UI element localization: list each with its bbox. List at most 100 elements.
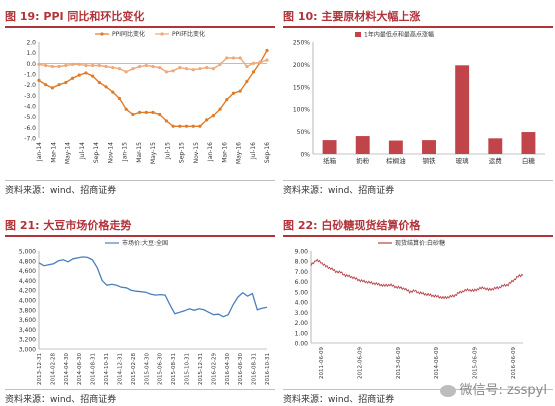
y-tick-label: 3,200 <box>19 337 36 344</box>
source-note: 资料来源：wind、招商证券 <box>283 389 553 405</box>
data-point <box>184 67 189 71</box>
sugar-chart: 9.00 8.00 7.00 6.00 5.00 4.00 3.00 2.00 1.00 0.00… <box>295 239 524 379</box>
y-tick-label: 4,800 <box>19 258 36 265</box>
x-tick-label: Nov-15 <box>193 142 200 164</box>
data-point <box>245 64 249 69</box>
x-tick-label: 棕榈油 <box>386 156 406 165</box>
x-tick-label: Jul-14 <box>79 142 86 160</box>
data-point <box>218 62 222 66</box>
watermark: 微信号: zsspyl <box>439 379 547 398</box>
x-tick-label: Jan-16 <box>207 142 214 162</box>
y-tick-label: 3,600 <box>19 317 36 324</box>
data-point <box>137 110 142 114</box>
x-tick-label: Mar-14 <box>50 142 57 163</box>
y-tick-label: 9.00 <box>295 249 309 256</box>
x-tick-label: Sep-14 <box>93 142 100 163</box>
legend-label: 1年内最低点和最高点涨幅 <box>364 31 434 39</box>
x-tick-label: 运费 <box>489 156 503 165</box>
legend-swatch <box>355 32 361 37</box>
data-point <box>77 73 81 77</box>
data-point <box>117 67 122 71</box>
x-tick-label: Jan-14 <box>36 142 43 162</box>
ppi-chart: 2.0 1.0 0.0 -1.0 -2.0 -3.0 -4.0 -5.0 -6.0 -7.0 PPI… <box>24 30 271 164</box>
chart-title: 白砂糖现货结算价格 <box>321 219 421 232</box>
y-tick-label: 4.00 <box>295 300 309 307</box>
x-tick-label: 2014-02-28 <box>50 353 56 385</box>
series-line <box>38 256 268 318</box>
data-point <box>191 124 195 128</box>
watermark-text: 微信号: zsspyl <box>459 383 547 398</box>
chart-title: 大豆市场价格走势 <box>43 219 132 232</box>
data-point <box>164 119 169 123</box>
data-point <box>251 70 256 74</box>
data-point <box>171 69 175 73</box>
source-note: 资料来源：wind、招商证券 <box>5 180 275 196</box>
y-tick-label: 3,400 <box>19 327 36 334</box>
data-point <box>158 66 162 70</box>
bar <box>355 136 370 154</box>
data-point <box>265 48 269 53</box>
y-tick-label: 4,400 <box>19 278 36 285</box>
y-tick-label: 7.00 <box>295 269 309 276</box>
x-tick-label: Nov-14 <box>107 142 114 164</box>
x-tick-label: 2016-08-31 <box>252 353 258 385</box>
data-point <box>144 110 148 114</box>
data-point <box>245 79 249 84</box>
data-point <box>44 83 48 87</box>
bar <box>388 140 403 154</box>
data-point <box>251 61 256 65</box>
panel-sugar: 图 22: 白砂糖现货结算价格 9.00 8.00 7.00 6.00 5.00 4.00… <box>283 217 553 405</box>
y-tick-label: 1.00 <box>295 330 309 337</box>
y-tick-label: 4,600 <box>19 268 36 275</box>
bar <box>322 140 337 154</box>
legend-label: PPI环比变化 <box>172 30 205 38</box>
y-tick-label: 5.00 <box>295 289 309 296</box>
y-tick-label: 0.00 <box>295 341 309 348</box>
legend-label: 现货结算价:白砂糖 <box>395 239 445 247</box>
data-point <box>124 107 128 111</box>
data-point <box>151 64 155 69</box>
x-tick-label: Mar-15 <box>136 142 143 163</box>
x-tick-label: May-15 <box>150 142 157 164</box>
data-point <box>238 89 242 93</box>
data-point <box>57 83 61 87</box>
y-tick-label: -7.0 <box>24 136 36 143</box>
y-tick-label: 4,000 <box>19 298 36 305</box>
x-tick-label: 2015-06-30 <box>158 353 164 385</box>
x-tick-label: 2016-10-31 <box>265 353 271 385</box>
x-tick-label: 白糖 <box>522 156 536 165</box>
y-tick-label: -5.0 <box>24 114 36 121</box>
x-tick-label: 2014-04-30 <box>64 353 70 385</box>
x-tick-label: 2016-06-30 <box>238 353 244 385</box>
data-point <box>50 86 55 90</box>
data-point <box>64 63 68 68</box>
x-tick-label: Mar-16 <box>221 142 228 163</box>
x-tick-label: 2014-12-31 <box>117 353 123 385</box>
y-tick-label: 0% <box>300 152 310 159</box>
legend-marker <box>160 32 164 36</box>
data-point <box>91 63 95 68</box>
y-tick-label: 2.0 <box>26 40 36 47</box>
y-tick-label: -1.0 <box>24 72 36 79</box>
x-tick-label: Sep-15 <box>179 142 186 163</box>
y-tick-label: 100% <box>293 107 310 114</box>
panel-materials: 图 10: 主要原材料大幅上涨 250% 200% 150% 100% 50% 0% 纸箱 奶… <box>283 8 553 196</box>
x-tick-label: 钢铁 <box>423 156 437 165</box>
data-point <box>104 85 108 89</box>
x-tick-label: 纸箱 <box>323 156 337 165</box>
data-point <box>231 56 236 60</box>
x-tick-label: 2015-08-31 <box>171 353 177 385</box>
data-point <box>144 63 148 68</box>
data-point <box>37 78 41 82</box>
data-point <box>158 112 162 117</box>
data-point <box>211 114 215 118</box>
bar <box>488 138 503 154</box>
y-tick-label: -4.0 <box>24 104 36 111</box>
x-tick-label: May-14 <box>65 142 72 164</box>
source-note: 资料来源：wind、招商证券 <box>283 180 553 196</box>
data-point <box>205 66 209 70</box>
data-point <box>205 118 209 122</box>
y-tick-label: 50% <box>297 129 311 136</box>
figure-label: 图 10: <box>283 10 318 23</box>
y-tick-label: -6.0 <box>24 125 36 132</box>
